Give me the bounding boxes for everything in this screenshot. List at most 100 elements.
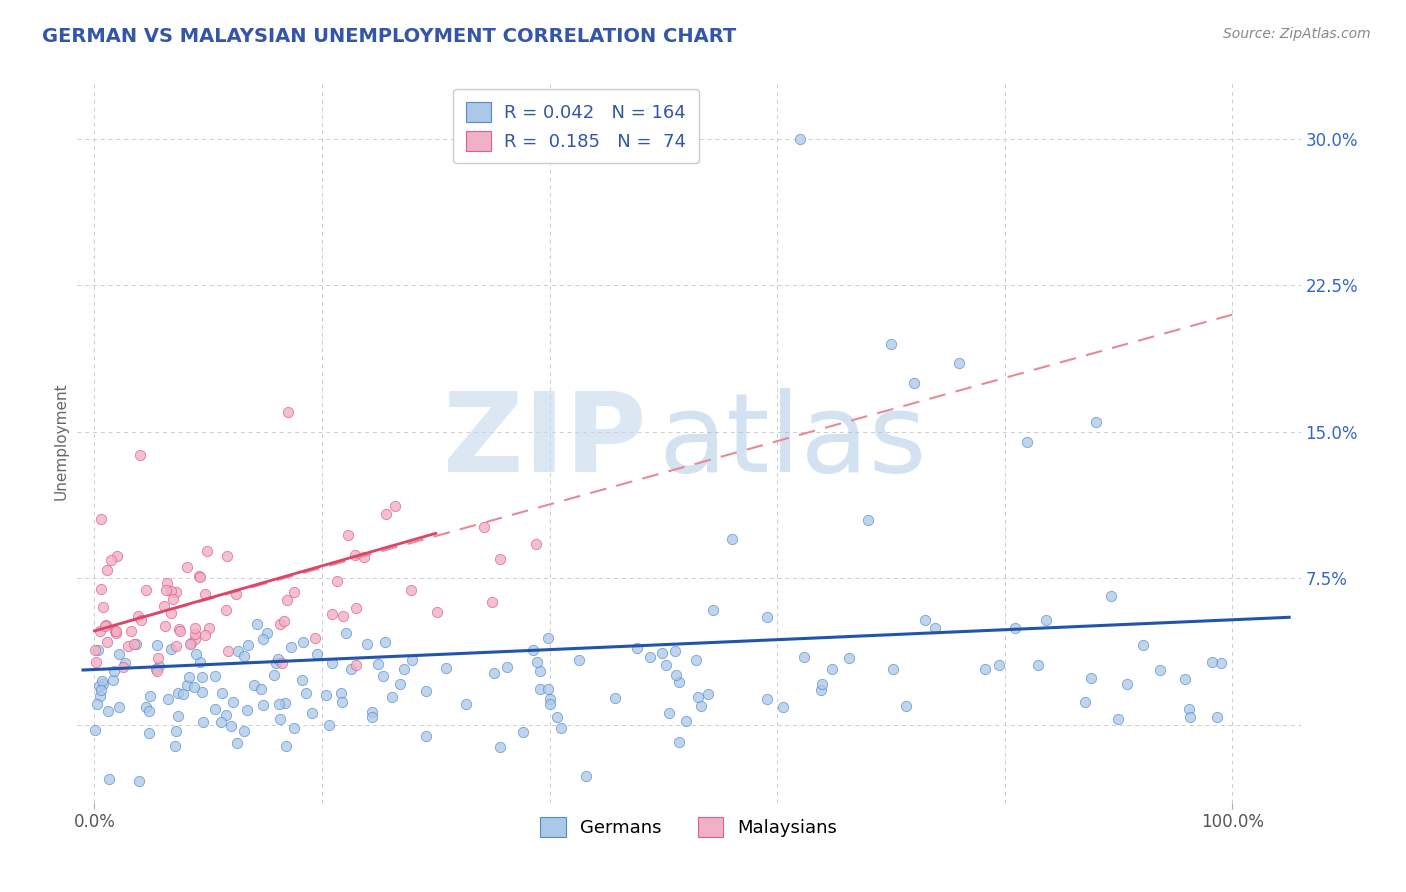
Point [415,729,437,743]
Point [159,606,181,620]
Point [810,682,832,697]
Point [664,644,686,658]
Point [575,769,598,783]
Point [165,639,187,653]
Point [159,584,181,599]
Point [1028,657,1050,672]
Point [1035,613,1057,627]
Point [221,695,243,709]
Point [276,593,298,607]
Point [226,643,249,657]
Point [211,686,233,700]
Point [256,626,278,640]
Point [456,697,478,711]
Point [252,632,274,646]
Point [97,772,120,786]
Point [179,637,201,651]
Point [160,642,183,657]
Point [295,686,318,700]
Point [603,691,626,706]
Point [120,624,142,639]
Point [246,617,269,632]
Point [89,624,111,639]
Point [330,695,353,709]
Point [524,537,547,551]
Point [108,700,131,714]
Point [169,622,191,636]
Point [194,587,217,601]
Point [274,697,297,711]
Point [838,651,860,665]
Point [344,658,367,673]
Point [344,601,367,615]
Point [538,697,561,711]
Point [301,706,323,720]
Point [772,700,794,714]
Point [217,644,239,658]
Point [482,665,505,680]
Point [166,709,188,723]
Point [756,610,779,624]
Point [125,636,148,650]
Point [87,642,110,657]
Point [304,632,326,646]
Point [914,613,936,627]
Point [90,512,112,526]
Point [1116,677,1139,691]
Point [169,624,191,638]
Text: Source: ZipAtlas.com: Source: ZipAtlas.com [1223,27,1371,41]
Point [702,602,724,616]
Point [426,605,449,619]
Point [198,621,221,635]
Point [394,662,416,676]
Point [96,618,118,632]
Point [172,687,194,701]
Point [195,544,218,558]
Point [361,710,384,724]
Point [388,677,411,691]
Legend: Germans, Malaysians: Germans, Malaysians [533,810,845,845]
Point [789,132,811,146]
Point [626,641,648,656]
Point [232,723,254,738]
Point [384,500,406,514]
Point [318,718,340,732]
Point [263,668,285,682]
Point [153,619,176,633]
Point [356,637,378,651]
Point [340,662,363,676]
Point [903,376,925,390]
Point [529,664,551,678]
Point [640,649,662,664]
Point [496,660,519,674]
Point [489,552,512,566]
Point [184,647,207,661]
Point [112,659,135,673]
Point [148,659,170,673]
Point [756,691,779,706]
Point [135,700,157,714]
Point [1174,672,1197,686]
Point [988,657,1011,672]
Text: atlas: atlas [658,388,927,495]
Point [104,625,127,640]
Point [91,677,114,691]
Point [188,569,211,583]
Point [472,520,495,534]
Point [882,662,904,676]
Point [270,657,292,671]
Point [332,609,354,624]
Point [190,570,212,584]
Point [105,624,128,638]
Point [215,602,238,616]
Point [537,681,560,696]
Point [688,690,710,704]
Point [375,507,398,521]
Point [184,621,207,635]
Text: ZIP: ZIP [443,388,647,495]
Point [1205,710,1227,724]
Point [668,675,690,690]
Point [821,662,844,676]
Point [399,582,422,597]
Point [1080,671,1102,685]
